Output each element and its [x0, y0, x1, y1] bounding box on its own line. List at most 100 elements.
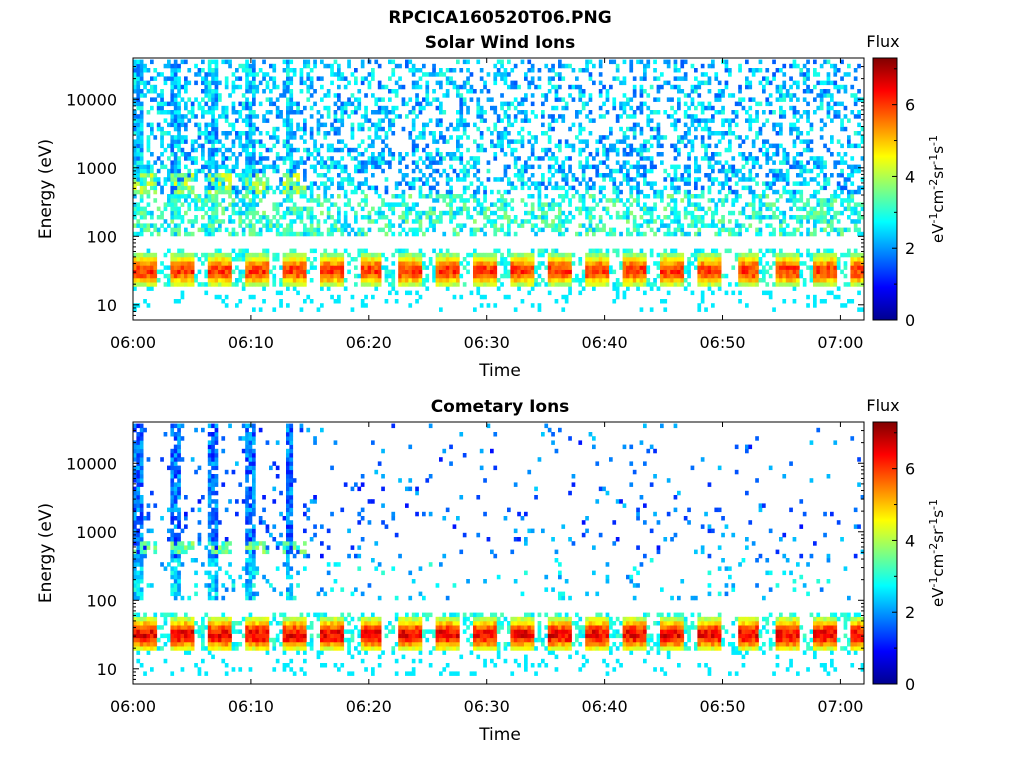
heatmap-cell — [303, 278, 307, 283]
heatmap-cell — [326, 164, 331, 170]
heatmap-cell — [792, 164, 797, 170]
heatmap-cell — [510, 219, 515, 224]
heatmap-cell — [626, 215, 630, 220]
heatmap-cell — [656, 126, 661, 132]
heatmap-cell — [445, 248, 450, 254]
heatmap-cell — [561, 118, 566, 123]
heatmap-cell — [269, 164, 273, 170]
heatmap-cell — [374, 126, 379, 132]
heatmap-cell — [530, 202, 535, 207]
heatmap-cell — [745, 265, 749, 270]
heatmap-cell — [578, 97, 583, 102]
heatmap-cell — [248, 152, 253, 157]
heatmap-cell — [656, 97, 661, 102]
heatmap-cell — [581, 269, 586, 275]
heatmap-cell — [296, 181, 300, 186]
heatmap-cell — [697, 265, 702, 270]
heatmap-cell — [745, 160, 749, 165]
heatmap-cell — [398, 261, 402, 266]
heatmap-cell — [445, 89, 450, 94]
heatmap-cell — [391, 59, 396, 65]
heatmap-cell — [272, 131, 277, 136]
heatmap-cell — [561, 219, 566, 224]
heatmap-cell — [136, 152, 141, 157]
heatmap-cell — [207, 160, 212, 165]
heatmap-cell — [782, 257, 787, 262]
heatmap-cell — [177, 147, 181, 153]
heatmap-cell — [354, 164, 358, 170]
heatmap-cell — [544, 93, 549, 98]
heatmap-cell — [435, 282, 440, 287]
heatmap-cell — [282, 59, 287, 65]
heatmap-cell — [255, 181, 260, 186]
heatmap-cell — [211, 210, 215, 216]
heatmap-cell — [415, 261, 419, 266]
heatmap-cell — [544, 202, 549, 207]
heatmap-cell — [707, 273, 712, 279]
heatmap-cell — [507, 139, 511, 144]
heatmap-cell — [683, 189, 688, 195]
heatmap-cell — [354, 185, 358, 191]
heatmap-cell — [476, 147, 481, 153]
heatmap-cell — [357, 273, 362, 279]
heatmap-cell — [588, 257, 593, 262]
heatmap-cell — [289, 101, 294, 107]
heatmap-cell — [585, 231, 589, 237]
heatmap-cell — [755, 68, 759, 73]
heatmap-cell — [187, 206, 192, 212]
heatmap-cell — [354, 215, 358, 220]
heatmap-cell — [384, 231, 389, 237]
heatmap-cell — [405, 282, 409, 287]
heatmap-cell — [500, 72, 504, 77]
heatmap-cell — [292, 173, 297, 178]
heatmap-cell — [136, 63, 141, 69]
heatmap-cell — [265, 181, 270, 186]
heatmap-cell — [731, 198, 736, 203]
heatmap-cell — [445, 202, 450, 207]
heatmap-cell — [207, 219, 212, 224]
heatmap-cell — [714, 110, 719, 115]
heatmap-cell — [745, 202, 749, 207]
heatmap-cell — [656, 139, 661, 144]
heatmap-cell — [197, 194, 202, 199]
heatmap-cell — [459, 206, 464, 212]
heatmap-cell — [639, 143, 644, 149]
heatmap-cell — [500, 198, 504, 203]
heatmap-cell — [221, 177, 226, 182]
heatmap-cell — [598, 89, 603, 94]
heatmap-cell — [704, 269, 708, 275]
heatmap-cell — [248, 139, 253, 144]
heatmap-cell — [717, 89, 722, 94]
heatmap-cell — [221, 181, 226, 186]
heatmap-cell — [789, 126, 793, 132]
heatmap-cell — [411, 265, 416, 270]
heatmap-cell — [564, 194, 569, 199]
heatmap-cell — [153, 97, 158, 102]
heatmap-cell — [585, 59, 589, 65]
heatmap-cell — [612, 286, 617, 291]
heatmap-cell — [762, 76, 766, 81]
heatmap-cell — [177, 227, 181, 233]
heatmap-cell — [292, 110, 297, 115]
heatmap-cell — [207, 93, 212, 98]
heatmap-cell — [670, 194, 674, 199]
heatmap-cell — [258, 282, 263, 287]
heatmap-cell — [303, 160, 307, 165]
heatmap-cell — [377, 160, 382, 165]
heatmap-cell — [636, 122, 640, 128]
heatmap-cell — [150, 131, 154, 136]
heatmap-cell — [598, 261, 603, 266]
heatmap-cell — [218, 173, 222, 178]
heatmap-cell — [309, 198, 314, 203]
heatmap-cell — [578, 131, 583, 136]
heatmap-cell — [585, 189, 589, 195]
heatmap-cell — [163, 202, 168, 207]
heatmap-cell — [755, 278, 759, 283]
heatmap-cell — [575, 278, 579, 283]
heatmap-cell — [697, 202, 702, 207]
heatmap-cell — [707, 105, 712, 111]
heatmap-cell — [248, 101, 253, 107]
heatmap-cell — [170, 164, 175, 170]
heatmap-cell — [643, 181, 647, 186]
heatmap-cell — [738, 97, 742, 102]
